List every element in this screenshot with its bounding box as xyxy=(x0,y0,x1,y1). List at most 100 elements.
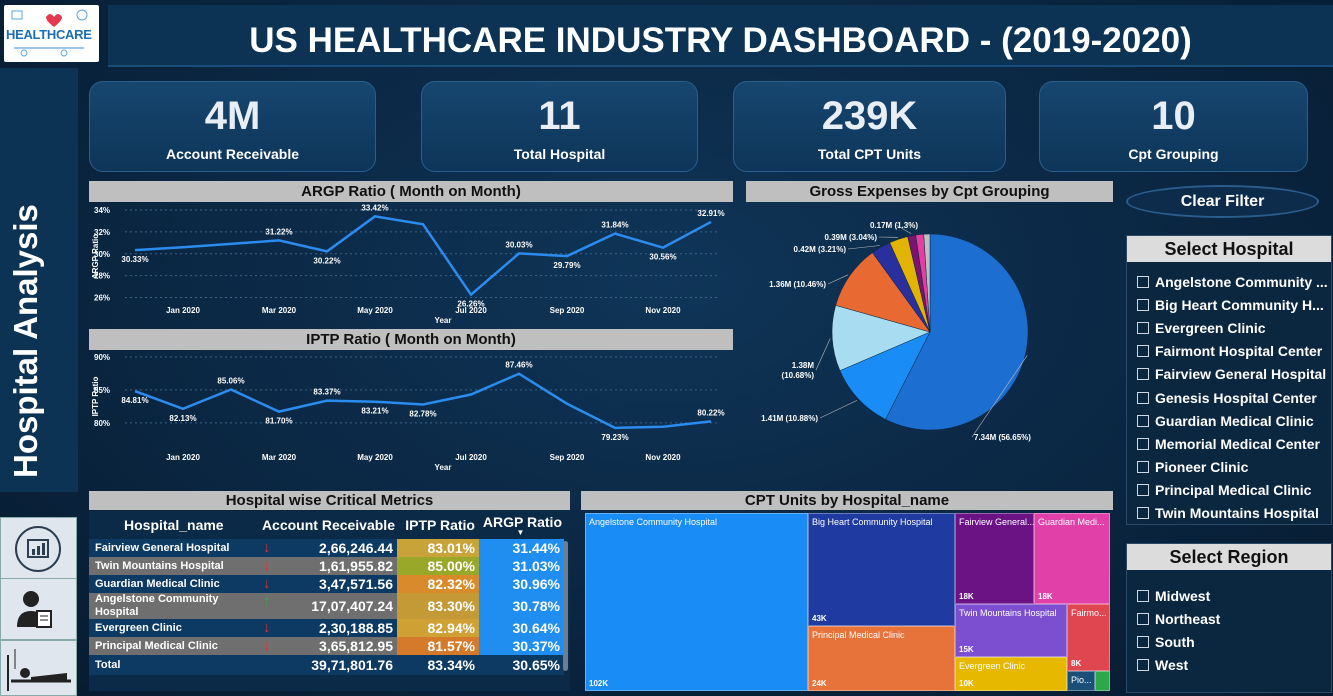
x-tick-label: Nov 2020 xyxy=(645,453,681,462)
cpt-units-treemap: Angelstone Community Hospital 102K Big Hea… xyxy=(585,513,1112,691)
data-label: 81.70% xyxy=(265,417,292,426)
arrow-down-icon: ↓ xyxy=(263,619,271,636)
hospital-slicer-item[interactable]: Memorial Medical Center xyxy=(1137,436,1320,452)
region-slicer-item[interactable]: Northeast xyxy=(1137,611,1220,627)
hospital-slicer-item[interactable]: Pioneer Clinic xyxy=(1137,459,1248,475)
arrow-down-icon: ↓ xyxy=(263,575,271,592)
x-tick-label: May 2020 xyxy=(357,306,393,315)
checkbox[interactable] xyxy=(1137,437,1149,450)
region-slicer-item-label: West xyxy=(1155,657,1189,673)
treemap-title: CPT Units by Hospital_name xyxy=(581,491,1113,510)
slice-leader-line xyxy=(895,224,912,235)
checkbox[interactable] xyxy=(1137,659,1149,671)
page-title: US HEALTHCARE INDUSTRY DASHBOARD - (2019… xyxy=(249,21,1192,60)
checkbox[interactable] xyxy=(1137,590,1149,602)
treemap-cell-value: 10K xyxy=(959,679,974,688)
checkbox[interactable] xyxy=(1137,299,1149,312)
table-row[interactable]: Evergreen Clinic ↓ 2,30,188.85 82.94% 30.64% xyxy=(89,619,564,637)
col-hospital-name[interactable]: Hospital_name xyxy=(124,517,224,533)
checkbox[interactable] xyxy=(1137,345,1149,358)
critical-metrics-table[interactable]: Hospital_name Account Receivable IPTP Ra… xyxy=(89,511,570,691)
checkbox[interactable] xyxy=(1137,391,1149,404)
checkbox[interactable] xyxy=(1137,460,1149,473)
treemap-cell[interactable]: Twin Mountains Hospital 15K xyxy=(955,604,1067,657)
checkbox[interactable] xyxy=(1137,368,1149,381)
hospital-slicer-item[interactable]: Twin Mountains Hospital xyxy=(1137,505,1319,521)
treemap-cell-name: Pio... xyxy=(1071,675,1092,685)
region-slicer-item[interactable]: Midwest xyxy=(1137,588,1210,604)
checkbox[interactable] xyxy=(1137,414,1149,427)
hospital-slicer-item[interactable]: Principal Medical Clinic xyxy=(1137,482,1311,498)
hospital-slicer-item-label: Fairmont Hospital Center xyxy=(1155,343,1323,360)
treemap-cell[interactable]: Angelstone Community Hospital 102K xyxy=(585,513,808,691)
treemap-cell-name: Angelstone Community Hospital xyxy=(589,517,718,527)
nav-doctor-button[interactable] xyxy=(0,578,77,640)
hospital-slicer-item[interactable]: Fairview General Hospital xyxy=(1137,366,1326,382)
table-row[interactable]: Fairview General Hospital ↓ 2,66,246.44 83.… xyxy=(89,539,564,557)
col-iptp-ratio[interactable]: IPTP Ratio xyxy=(405,517,475,533)
cell-account-receivable: ↓ 2,66,246.44 xyxy=(263,539,393,556)
cell-argp-ratio: 30.37% xyxy=(479,637,564,655)
checkbox[interactable] xyxy=(1137,276,1149,288)
clear-filter-button[interactable]: Clear Filter xyxy=(1126,185,1319,218)
data-label: 30.03% xyxy=(505,240,532,249)
data-label: 30.33% xyxy=(121,255,148,264)
treemap-cell[interactable] xyxy=(1095,671,1110,691)
treemap-cell[interactable]: Pio... xyxy=(1067,671,1095,691)
data-label: 31.84% xyxy=(601,221,628,230)
hospital-slicer-item[interactable]: Guardian Medical Clinic xyxy=(1137,413,1314,429)
iptp-ratio-line-chart: 90% 85% 80% Jan 2020 Mar 2020 May 2020 Jul 202… xyxy=(91,353,725,472)
treemap-cell[interactable]: Fairmo... 8K xyxy=(1067,604,1110,671)
col-account-receivable[interactable]: Account Receivable xyxy=(261,517,395,533)
region-slicer-title: Select Region xyxy=(1127,544,1331,570)
pie-slice xyxy=(885,233,1029,431)
nav-dashboard-button[interactable] xyxy=(0,517,77,579)
checkbox[interactable] xyxy=(1137,507,1149,519)
hospital-slicer-item[interactable]: Fairmont Hospital Center xyxy=(1137,343,1322,359)
cell-iptp-ratio: 82.94% xyxy=(397,619,479,637)
treemap-cell[interactable]: Fairview General... 18K xyxy=(955,513,1034,604)
slice-label: (10.68%) xyxy=(782,371,815,380)
table-row[interactable]: Principal Medical Clinic ↓ 3,65,812.95 81.5… xyxy=(89,637,564,655)
hospital-slicer-item-label: Fairview General Hospital xyxy=(1155,366,1327,383)
checkbox[interactable] xyxy=(1137,613,1149,625)
kpi-value: 239K xyxy=(821,94,918,138)
y-tick-label: 28% xyxy=(94,272,110,281)
region-slicer-item[interactable]: South xyxy=(1137,634,1195,650)
cell-hospital-name: Principal Medical Clinic xyxy=(95,640,218,652)
x-tick-label: May 2020 xyxy=(357,453,393,462)
table-title: Hospital wise Critical Metrics xyxy=(89,491,570,510)
data-label: 31.22% xyxy=(265,227,292,236)
hospital-slicer-item[interactable]: Evergreen Clinic xyxy=(1137,320,1266,336)
table-row[interactable]: Twin Mountains Hospital ↓ 1,61,955.82 85.00… xyxy=(89,557,564,575)
slice-label: 1.41M (10.88%) xyxy=(761,414,818,423)
checkbox[interactable] xyxy=(1137,636,1149,648)
slice-label: 1.38M xyxy=(792,361,815,370)
y-tick-label: 34% xyxy=(94,206,110,215)
data-label: 87.46% xyxy=(505,361,532,370)
slice-leader-line xyxy=(971,355,1028,438)
arrow-down-icon: ↓ xyxy=(263,539,271,556)
sort-desc-icon: ▼ xyxy=(516,528,525,537)
hospital-slicer-item[interactable]: Genesis Hospital Center xyxy=(1137,390,1317,406)
treemap-cell[interactable]: Evergreen Clinic 10K xyxy=(955,657,1067,691)
table-row[interactable]: Angelstone Community Hospital ↑ 17,07,407.… xyxy=(89,593,564,619)
hospital-slicer-item-label: Twin Mountains Hospital xyxy=(1155,505,1319,521)
kpi-total-hospital: 11 Total Hospital xyxy=(421,81,698,172)
treemap-cell-name: Fairmo... xyxy=(1071,608,1107,618)
cell-argp-ratio: 30.78% xyxy=(479,593,564,619)
region-slicer-item[interactable]: West xyxy=(1137,657,1188,673)
table-row[interactable]: Guardian Medical Clinic ↓ 3,47,571.56 82.32… xyxy=(89,575,564,593)
treemap-cell-value: 43K xyxy=(812,614,827,623)
col-argp-ratio[interactable]: ARGP Ratio ▼ xyxy=(479,511,564,539)
cell-iptp-ratio: 81.57% xyxy=(397,637,479,655)
treemap-cell[interactable]: Guardian Medi... 18K xyxy=(1034,513,1110,604)
table-scrollbar[interactable] xyxy=(563,541,568,671)
treemap-cell[interactable]: Big Heart Community Hospital 43K xyxy=(808,513,955,626)
checkbox[interactable] xyxy=(1137,483,1149,496)
checkbox[interactable] xyxy=(1137,322,1149,335)
treemap-cell[interactable]: Principal Medical Clinic 24K xyxy=(808,626,955,691)
hospital-slicer-item[interactable]: Big Heart Community H... xyxy=(1137,297,1324,313)
hospital-slicer-item[interactable]: Angelstone Community ... xyxy=(1137,274,1328,290)
nav-patient-button[interactable] xyxy=(0,640,77,696)
